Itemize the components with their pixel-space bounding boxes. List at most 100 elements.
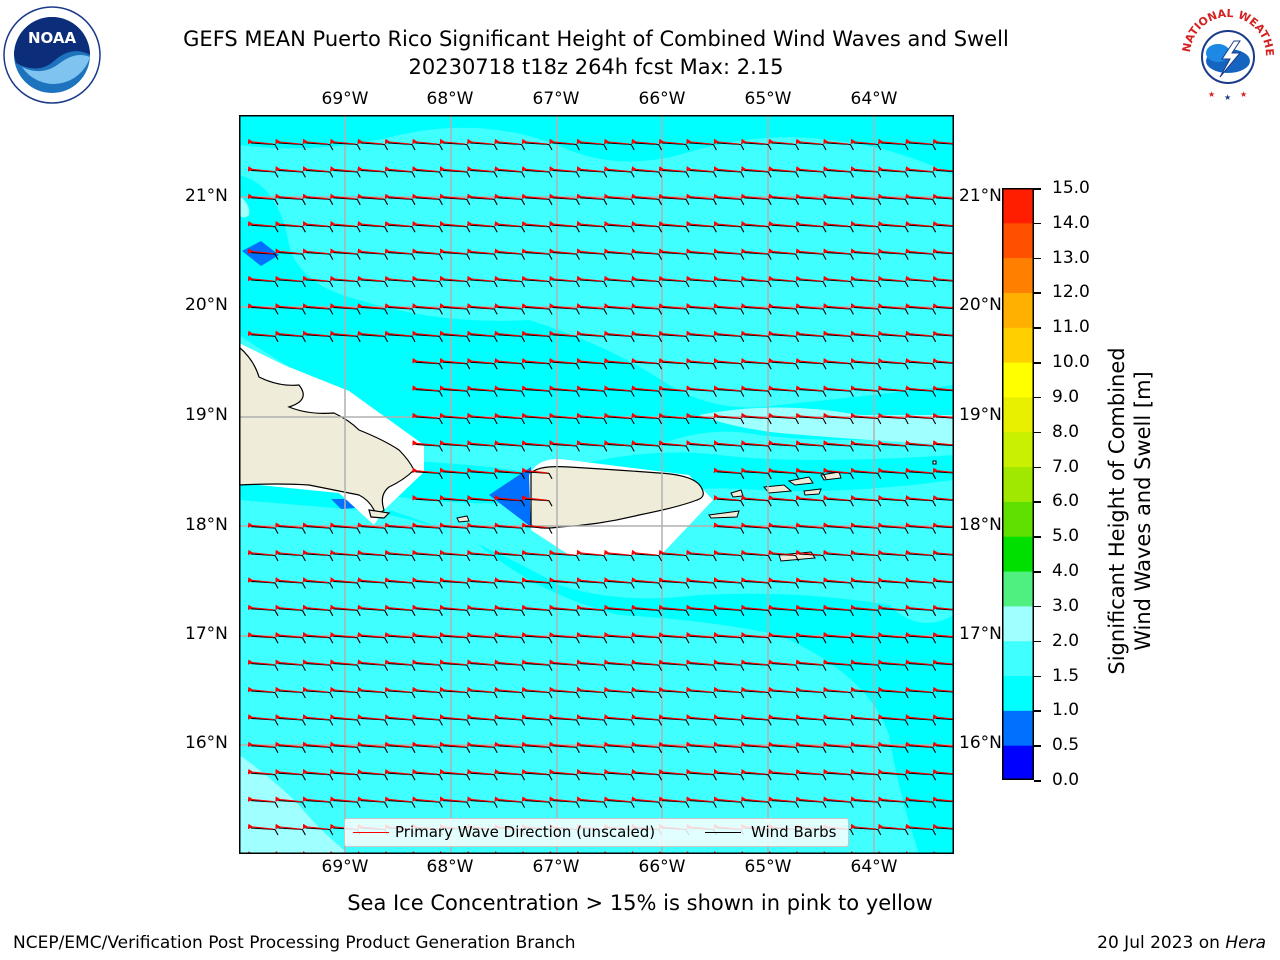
svg-text:★: ★ xyxy=(1208,90,1215,99)
wave-direction-arrow xyxy=(576,357,602,364)
wave-direction-arrow xyxy=(713,330,739,337)
colorbar-tick-label: 15.0 xyxy=(1052,178,1090,198)
colorbar-tick xyxy=(1034,640,1041,643)
wave-direction-arrow xyxy=(823,577,849,583)
wave-direction-arrow xyxy=(330,303,356,309)
wave-direction-arrow xyxy=(658,549,685,556)
wind-barb xyxy=(935,416,954,419)
wave-direction-arrow xyxy=(631,138,657,145)
wave-direction-arrow xyxy=(412,220,438,227)
wave-direction-arrow xyxy=(631,193,657,200)
wave-direction-arrow xyxy=(823,494,849,501)
colorbar-tick-label: 2.0 xyxy=(1052,630,1080,651)
nws-logo-icon: NATIONAL WEATHER SERVICE ★★★ xyxy=(1174,0,1276,102)
wave-direction-arrow xyxy=(658,193,685,200)
wave-direction-arrow xyxy=(412,659,438,666)
wave-direction-arrow xyxy=(878,166,904,172)
wave-direction-arrow xyxy=(439,577,465,583)
wave-direction-arrow xyxy=(823,741,849,748)
wave-direction-arrow xyxy=(357,686,383,693)
wave-direction-arrow xyxy=(275,823,301,830)
wave-direction-arrow xyxy=(658,577,685,583)
wave-direction-arrow xyxy=(631,686,657,693)
wave-direction-arrow xyxy=(439,522,465,529)
colorbar-tick xyxy=(1034,571,1041,573)
wave-direction-arrow xyxy=(741,303,767,309)
wave-direction-arrow xyxy=(302,659,328,666)
wave-direction-arrow xyxy=(768,412,794,419)
wave-direction-arrow xyxy=(713,467,739,474)
lat-label-left: 17°N xyxy=(185,624,228,644)
wave-direction-arrow xyxy=(384,193,411,200)
wave-direction-arrow xyxy=(658,385,685,392)
wave-direction-arrow xyxy=(576,412,602,419)
wave-direction-arrow xyxy=(521,768,548,775)
wave-direction-arrow xyxy=(713,494,739,501)
wave-direction-arrow xyxy=(878,193,904,200)
wave-direction-arrow xyxy=(713,357,739,364)
wave-direction-arrow xyxy=(795,604,822,611)
colorbar-tick xyxy=(1034,292,1041,294)
wave-direction-arrow xyxy=(850,193,876,200)
wave-direction-arrow xyxy=(686,631,712,638)
colorbar-tick xyxy=(1034,675,1041,678)
wave-direction-arrow xyxy=(631,768,657,775)
wave-direction-arrow xyxy=(686,385,712,392)
wave-direction-arrow xyxy=(850,138,876,145)
wave-direction-arrow xyxy=(932,659,954,665)
lat-label-right: 17°N xyxy=(959,624,1002,644)
wave-direction-arrow xyxy=(384,522,411,529)
wave-direction-arrow xyxy=(741,631,767,638)
wave-direction-arrow xyxy=(494,768,520,775)
wave-direction-arrow xyxy=(576,193,602,200)
wave-direction-arrow xyxy=(357,330,383,337)
wave-direction-arrow xyxy=(878,741,904,748)
wave-direction-arrow xyxy=(631,577,657,583)
wave-direction-arrow xyxy=(384,248,411,255)
wave-direction-arrow xyxy=(467,768,493,775)
wave-direction-arrow xyxy=(823,522,849,529)
wave-direction-arrow xyxy=(905,467,931,474)
wave-direction-arrow xyxy=(439,741,465,748)
wave-direction-arrow xyxy=(878,248,904,255)
wave-direction-arrow xyxy=(412,741,438,748)
wave-direction-arrow xyxy=(384,577,411,583)
wave-direction-arrow xyxy=(795,138,822,145)
wave-direction-arrow xyxy=(549,741,575,748)
wave-direction-arrow xyxy=(494,138,520,145)
wave-direction-arrow xyxy=(658,275,685,282)
wave-direction-arrow xyxy=(878,796,904,803)
wave-direction-arrow xyxy=(521,686,548,693)
colorbar-swatches xyxy=(1002,188,1034,781)
wave-direction-arrow xyxy=(247,138,274,145)
wave-direction-arrow xyxy=(357,796,383,803)
wind-barb xyxy=(935,334,954,337)
wave-direction-arrow xyxy=(686,440,712,446)
wave-direction-arrow xyxy=(932,330,954,337)
wave-direction-arrow xyxy=(795,385,822,392)
wave-direction-arrow xyxy=(604,714,630,720)
wave-direction-arrow xyxy=(686,220,712,227)
wave-direction-arrow xyxy=(275,138,301,145)
wave-direction-arrow xyxy=(302,631,328,638)
wave-direction-arrow xyxy=(412,714,438,720)
wave-direction-arrow xyxy=(768,631,794,638)
colorbar-swatch xyxy=(1002,257,1034,293)
wave-direction-arrow xyxy=(741,768,767,775)
wave-direction-arrow xyxy=(823,440,849,446)
wave-direction-arrow xyxy=(604,686,630,693)
wave-direction-arrow xyxy=(658,138,685,145)
wave-direction-arrow xyxy=(412,275,438,282)
colorbar-tick xyxy=(1034,501,1041,503)
wave-direction-arrow xyxy=(658,631,685,638)
wave-direction-arrow xyxy=(850,522,876,529)
wave-direction-arrow xyxy=(823,138,849,145)
wave-direction-arrow xyxy=(494,549,520,556)
wave-direction-arrow xyxy=(905,823,931,830)
wave-direction-arrow xyxy=(439,440,465,446)
wave-direction-arrow xyxy=(439,686,465,693)
map-panel xyxy=(239,115,954,854)
land-puerto-rico xyxy=(530,466,704,529)
wave-direction-arrow xyxy=(521,604,548,611)
wave-direction-arrow xyxy=(302,220,328,227)
